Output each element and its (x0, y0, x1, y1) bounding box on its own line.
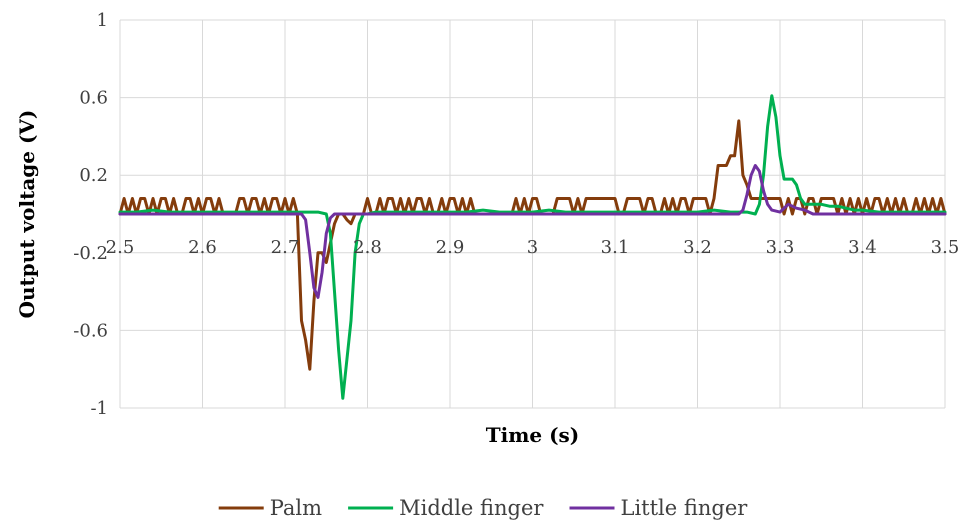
legend-label: Palm (270, 496, 322, 520)
y-tick-label: -0.2 (73, 243, 108, 264)
x-tick-label: 3.3 (766, 237, 795, 258)
y-tick-label: 0.6 (79, 88, 108, 109)
x-tick-label: 2.7 (271, 237, 300, 258)
legend: Palm Middle finger Little finger (218, 496, 749, 520)
y-tick-label: 1 (97, 10, 108, 31)
legend-item-palm: Palm (218, 496, 322, 520)
legend-item-middle-finger: Middle finger (348, 496, 544, 520)
x-tick-label: 3.2 (683, 237, 712, 258)
y-tick-label: -1 (90, 398, 108, 419)
x-tick-label: 2.5 (106, 237, 135, 258)
x-tick-label: 3.1 (601, 237, 630, 258)
x-axis-title: Time (s) (486, 423, 580, 447)
y-tick-label: 0.2 (79, 165, 108, 186)
series-line-middle-finger (118, 94, 947, 400)
x-tick-label: 3 (527, 237, 538, 258)
x-axis-tick-labels: 2.5 2.6 2.7 2.8 2.9 3 3.1 3.2 3.3 3.4 3.5 (106, 237, 960, 258)
series-lines (118, 94, 947, 400)
series-line-little-finger (118, 164, 947, 299)
x-tick-label: 2.8 (353, 237, 382, 258)
x-tick-label: 2.9 (436, 237, 465, 258)
x-tick-label: 2.6 (188, 237, 217, 258)
legend-label: Little finger (621, 496, 749, 520)
y-axis-title: Output voltage (V) (15, 110, 39, 319)
legend-label: Middle finger (399, 496, 544, 520)
legend-item-little-finger: Little finger (569, 496, 749, 520)
x-tick-label: 3.4 (848, 237, 877, 258)
y-axis-tick-labels: 1 0.6 0.2 -0.2 -0.6 -1 (73, 10, 108, 419)
y-tick-label: -0.6 (73, 320, 108, 341)
x-tick-label: 3.5 (931, 237, 960, 258)
